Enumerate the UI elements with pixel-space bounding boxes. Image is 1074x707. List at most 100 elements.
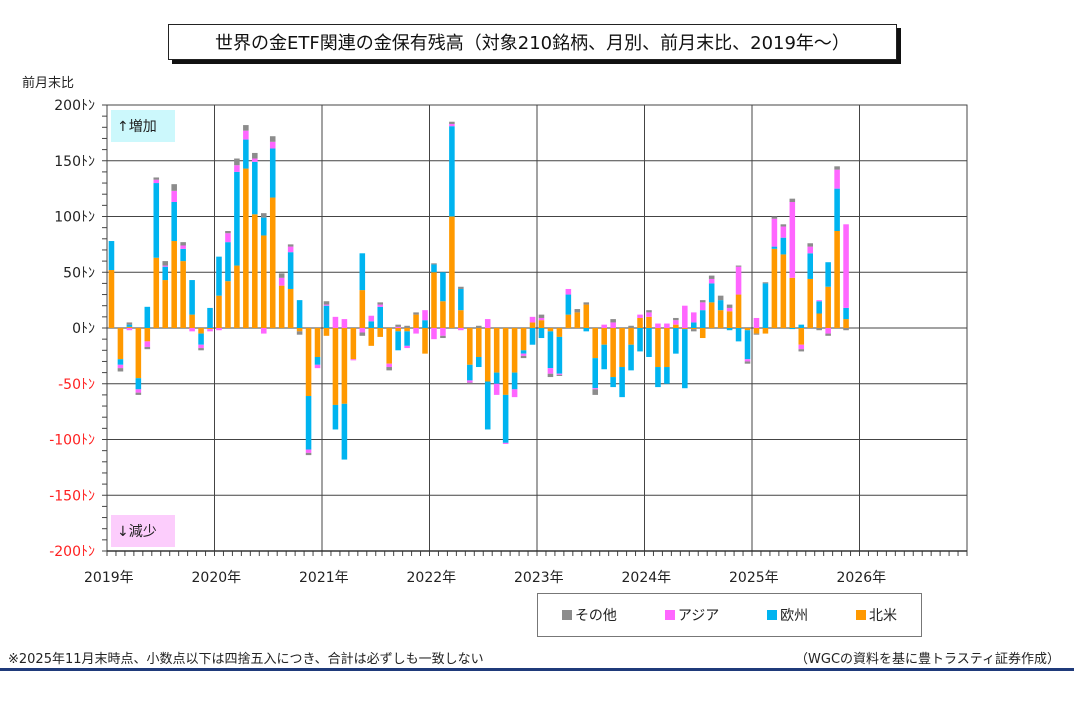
bar-segment-europe xyxy=(502,394,509,443)
bar-segment-north-america xyxy=(717,310,724,328)
x-tick-label: 2026年 xyxy=(837,570,887,586)
bar-segment-asia xyxy=(771,218,778,247)
bar-segment-asia xyxy=(493,383,500,395)
bar-segment-north-america xyxy=(108,270,115,328)
bar-segment-europe xyxy=(260,217,267,236)
bar-segment-asia xyxy=(269,141,276,149)
bar-segment-europe xyxy=(493,372,500,384)
bar-segment-asia xyxy=(529,316,536,323)
bar-segment-europe xyxy=(511,372,518,390)
bar-segment-europe xyxy=(601,344,607,370)
bar-segment-europe xyxy=(628,344,634,371)
bar-segment-europe xyxy=(520,350,527,354)
bar-segment-asia xyxy=(314,364,321,369)
bar-segment-north-america xyxy=(207,328,213,330)
bar-segment-north-america xyxy=(171,241,177,328)
bar-segment-europe xyxy=(690,322,697,328)
bar-segment-asia xyxy=(825,328,831,334)
chart-title: 世界の金ETF関連の金保有残高（対象210銘柄、月別、前月末比、2019年～） xyxy=(168,24,897,60)
bar-segment-europe xyxy=(699,310,706,328)
bar-segment-asia xyxy=(395,326,401,328)
bar-segment-europe xyxy=(825,262,831,287)
bar-segment-other xyxy=(771,216,778,219)
legend-swatch xyxy=(767,610,778,620)
bar-segment-north-america xyxy=(619,328,625,368)
bar-segment-north-america xyxy=(565,314,572,328)
bar-segment-other xyxy=(726,304,733,308)
bar-segment-asia xyxy=(404,345,410,349)
bar-segment-asia xyxy=(234,165,240,172)
bar-segment-europe xyxy=(619,367,625,398)
bar-segment-asia xyxy=(789,202,796,278)
x-tick-label: 2019年 xyxy=(84,570,134,586)
bar-segment-asia xyxy=(413,328,419,334)
bar-segment-europe xyxy=(287,252,294,289)
bar-segment-other xyxy=(287,244,294,247)
bar-segment-north-america xyxy=(180,261,186,328)
bar-segment-north-america xyxy=(798,328,805,345)
y-tick-label: 150ﾄﾝ xyxy=(54,154,95,170)
bar-segment-north-america xyxy=(610,328,616,378)
bar-segment-europe xyxy=(305,396,312,450)
bar-segment-asia xyxy=(126,328,133,331)
bar-segment-europe xyxy=(798,324,805,328)
bar-segment-asia xyxy=(547,368,554,374)
footnote: ※2025年11月末時点、小数点以下は四捨五入につき、合計は必ずしも一致しない xyxy=(8,652,484,667)
bar-segment-other xyxy=(126,322,133,325)
bar-segment-asia xyxy=(673,320,679,325)
bar-segment-north-america xyxy=(440,301,446,328)
bar-segment-north-america xyxy=(475,328,482,357)
bar-segment-europe xyxy=(422,320,428,328)
bar-segment-europe xyxy=(547,331,554,369)
bar-segment-other xyxy=(135,392,142,395)
bar-segment-asia xyxy=(816,300,822,302)
bar-segment-europe xyxy=(726,328,733,331)
bar-segment-north-america xyxy=(431,272,437,328)
bar-segment-other xyxy=(753,333,760,335)
bar-segment-other xyxy=(162,261,169,266)
bar-segment-north-america xyxy=(395,328,401,332)
bar-segment-asia xyxy=(601,324,607,328)
x-tick-label: 2024年 xyxy=(622,570,672,586)
legend: その他 アジア 欧州 北米 xyxy=(537,593,922,637)
bar-segment-other xyxy=(708,275,715,279)
bar-segment-europe xyxy=(117,359,124,365)
bar-segment-europe xyxy=(126,324,133,327)
bar-segment-north-america xyxy=(287,288,294,328)
bar-segment-north-america xyxy=(198,328,204,334)
y-tick-label: 200ﾄﾝ xyxy=(54,98,95,114)
bar-segment-north-america xyxy=(762,328,769,334)
bar-segment-north-america xyxy=(601,328,607,345)
bar-segment-other xyxy=(458,286,464,289)
bar-segment-other xyxy=(171,184,177,191)
bar-segment-europe xyxy=(843,307,849,320)
bar-segment-north-america xyxy=(126,326,133,328)
bar-segment-other xyxy=(440,335,446,339)
y-axis-title: 前月末比 xyxy=(22,76,75,91)
bar-segment-asia xyxy=(323,304,330,306)
bar-segment-asia xyxy=(225,233,231,243)
bar-segment-asia xyxy=(305,449,312,453)
bar-segment-asia xyxy=(753,317,760,328)
legend-item-north-america: 北米 xyxy=(856,605,897,625)
bar-segment-other xyxy=(520,355,527,359)
legend-label: 北米 xyxy=(869,608,898,624)
legend-item-europe: 欧州 xyxy=(767,605,808,625)
bar-segment-asia xyxy=(153,179,160,184)
bar-segment-other xyxy=(699,300,706,303)
source-note: （WGCの資料を基に豊トラスティ証券作成） xyxy=(795,652,1060,667)
bar-segment-other xyxy=(260,213,267,218)
bar-segment-europe xyxy=(180,248,186,262)
bar-segment-asia xyxy=(278,277,285,286)
bar-segment-north-america xyxy=(386,328,392,364)
bar-segment-europe xyxy=(682,329,688,389)
bar-segment-asia xyxy=(834,169,840,189)
bar-segment-europe xyxy=(834,188,840,231)
bar-segment-other xyxy=(592,389,599,395)
bar-segment-asia xyxy=(843,224,849,308)
bar-segment-asia xyxy=(422,310,428,321)
bar-segment-other xyxy=(117,368,124,372)
bar-segment-asia xyxy=(807,246,814,254)
bar-segment-other xyxy=(404,325,410,328)
bar-segment-europe xyxy=(243,139,249,169)
